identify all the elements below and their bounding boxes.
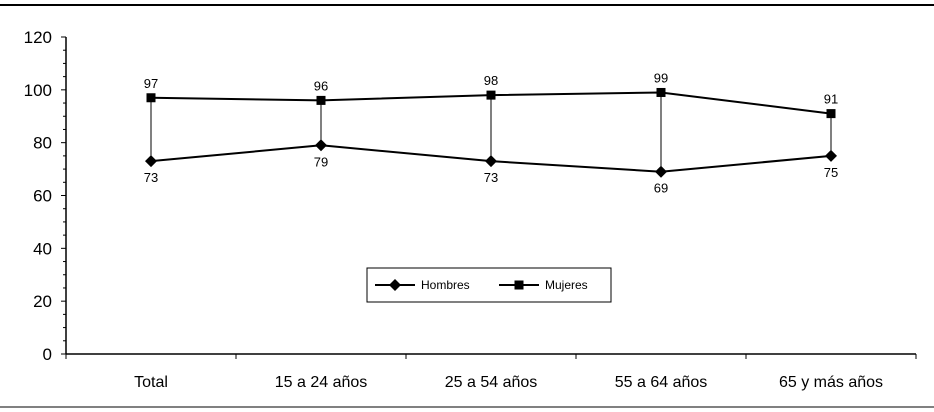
legend-label-hombres: Hombres [421,278,470,292]
marker-mujeres [486,90,496,100]
data-label-mujeres: 97 [144,76,158,91]
data-label-hombres: 75 [824,165,838,180]
x-tick-label: 15 a 24 años [275,374,368,391]
axes: 0 20 40 60 80 100 120 Total 15 a 24 años 25 a 54 … [24,28,917,391]
x-tick-label: 25 a 54 años [445,374,538,391]
y-tick-label: 20 [33,292,52,311]
marker-hombres [655,165,667,178]
data-label-mujeres: 96 [314,78,328,93]
high-low-lines [150,92,832,172]
data-labels: 73 79 73 69 75 97 96 98 99 91 [144,70,838,195]
x-tick-label: Total [134,374,168,391]
y-tick-label: 120 [24,28,52,47]
x-tick-label: 55 a 64 años [615,374,708,391]
data-label-hombres: 69 [654,181,668,196]
marker-mujeres [146,93,156,103]
legend-label-mujeres: Mujeres [545,278,588,292]
marker-mujeres [826,109,836,119]
data-label-hombres: 73 [144,170,158,185]
data-label-mujeres: 98 [484,73,498,88]
y-tick-label: 0 [43,345,52,364]
legend-marker-hombres [389,279,401,291]
y-tick-label: 80 [33,134,52,153]
data-label-mujeres: 99 [654,70,668,85]
marker-mujeres [316,95,326,105]
marker-mujeres [656,87,666,97]
y-tick-label: 40 [33,239,52,258]
marker-hombres [145,155,157,168]
y-tick-label: 60 [33,187,52,206]
marker-hombres [485,155,497,168]
data-label-mujeres: 91 [824,92,838,107]
legend-marker-mujeres [514,280,524,290]
x-tick-label: 65 y más años [779,374,883,391]
marker-hombres [825,149,837,162]
data-label-hombres: 73 [484,170,498,185]
series-group [145,87,837,178]
data-label-hombres: 79 [314,154,328,169]
legend: Hombres Mujeres [366,267,612,303]
marker-hombres [315,139,327,152]
y-tick-label: 100 [24,81,52,100]
